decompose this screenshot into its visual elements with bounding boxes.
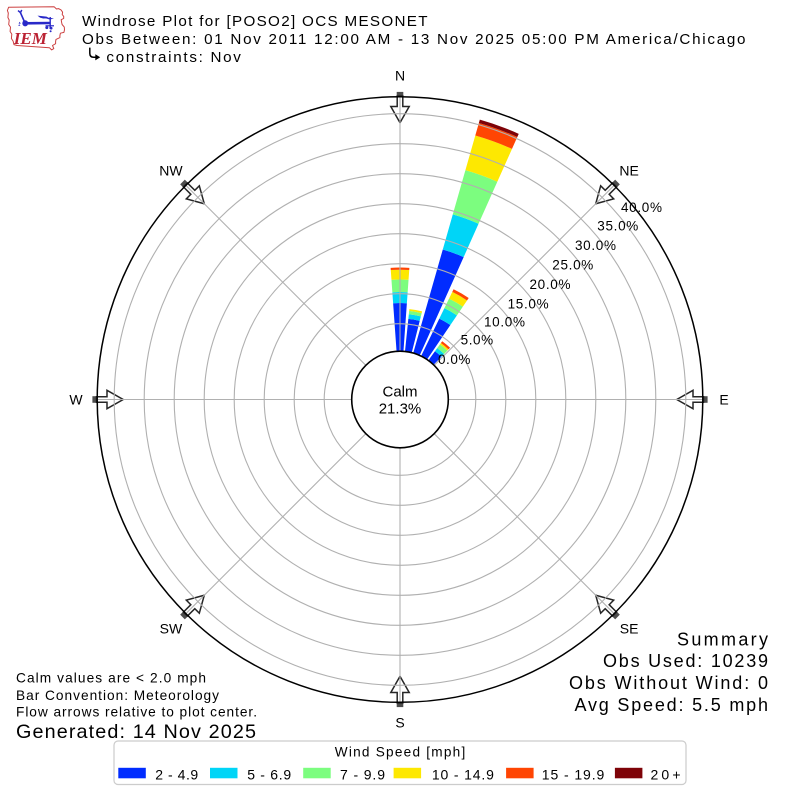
svg-text:IEM: IEM <box>13 29 48 48</box>
svg-text:Avg Speed: 5.5 mph: Avg Speed: 5.5 mph <box>575 695 769 715</box>
svg-text:Generated: 14 Nov 2025: Generated: 14 Nov 2025 <box>16 721 256 743</box>
svg-text:Calm: Calm <box>382 384 417 401</box>
svg-text:E: E <box>719 392 728 408</box>
svg-text:0.0%: 0.0% <box>438 352 471 367</box>
svg-text:5.0%: 5.0% <box>461 332 494 347</box>
svg-text:Windrose Plot for [POSO2] OCS: Windrose Plot for [POSO2] OCS MESONET <box>82 13 427 30</box>
svg-text:30.0%: 30.0% <box>575 238 616 253</box>
svg-text:Wind Speed [mph]: Wind Speed [mph] <box>335 745 466 760</box>
svg-text:N: N <box>395 68 405 84</box>
svg-text:35.0%: 35.0% <box>597 219 638 234</box>
svg-text:15 - 19.9: 15 - 19.9 <box>542 767 605 783</box>
svg-text:Summary: Summary <box>677 630 768 650</box>
svg-text:NE: NE <box>619 162 638 178</box>
svg-text:Calm values are < 2.0 mph: Calm values are < 2.0 mph <box>16 671 206 686</box>
svg-text:15.0%: 15.0% <box>508 297 549 312</box>
svg-text:21.3%: 21.3% <box>379 401 422 418</box>
svg-text:20.0%: 20.0% <box>530 277 571 292</box>
svg-text:SE: SE <box>620 621 639 637</box>
svg-text:Obs Used: 10239: Obs Used: 10239 <box>603 651 768 671</box>
svg-text:20+: 20+ <box>651 767 681 783</box>
svg-text:7 - 9.9: 7 - 9.9 <box>340 767 385 783</box>
svg-text:10.0%: 10.0% <box>484 314 525 329</box>
svg-text:Obs Between: 01 Nov 2011 12:00: Obs Between: 01 Nov 2011 12:00 AM - 13 N… <box>82 31 746 48</box>
svg-text:40.0%: 40.0% <box>621 200 662 215</box>
svg-text:2 - 4.9: 2 - 4.9 <box>155 767 198 783</box>
svg-text:NW: NW <box>159 162 183 178</box>
svg-text:SW: SW <box>160 621 183 637</box>
svg-text:10 - 14.9: 10 - 14.9 <box>432 767 494 783</box>
svg-text:5 - 6.9: 5 - 6.9 <box>247 767 291 783</box>
svg-text:S: S <box>395 715 404 731</box>
svg-text:25.0%: 25.0% <box>552 258 593 273</box>
svg-text:constraints: Nov: constraints: Nov <box>106 49 241 66</box>
svg-text:Bar Convention: Meteorology: Bar Convention: Meteorology <box>16 688 219 703</box>
svg-text:W: W <box>69 392 83 408</box>
svg-text:Flow arrows relative to plot c: Flow arrows relative to plot center. <box>16 705 257 720</box>
